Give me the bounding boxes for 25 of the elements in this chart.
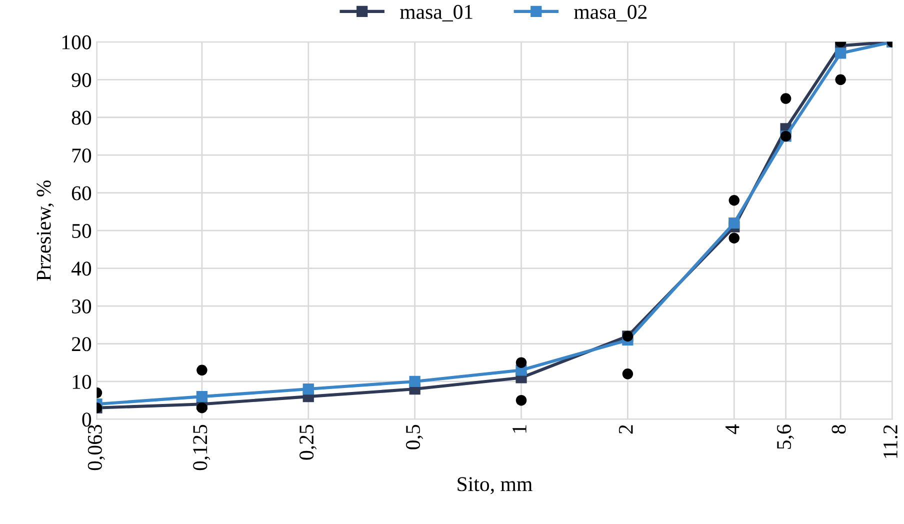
x-tick-label: 0,125: [193, 424, 210, 470]
x-tick-label: 4: [725, 424, 740, 434]
x-tick-label: 1: [512, 425, 526, 433]
y-tick-label: 70: [72, 148, 92, 163]
legend-label: masa_02: [574, 4, 647, 22]
x-axis-title: Sito, mm: [458, 477, 532, 494]
y-tick-label: 80: [72, 110, 92, 125]
x-tick-label: 11.2: [883, 425, 898, 458]
y-tick-label: 90: [72, 73, 92, 88]
x-tick-label: 0,5: [406, 424, 424, 450]
y-tick-label: 60: [72, 186, 92, 200]
y-tick-label: 0: [82, 412, 92, 427]
x-tick-label: 0,25: [300, 424, 317, 460]
x-tick-label: 0,063: [88, 424, 105, 470]
y-tick-label: 50: [72, 224, 92, 238]
y-tick-label: 30: [72, 299, 92, 314]
x-tick-label: 2: [618, 425, 633, 434]
legend-label: masa_01: [400, 4, 472, 22]
y-axis-title: Przesiew, %: [36, 180, 54, 281]
x-tick-label: 8: [832, 424, 846, 434]
y-tick-label: 20: [72, 337, 92, 352]
y-tick-label: 40: [71, 262, 92, 276]
x-tick-label: 5,6: [777, 424, 794, 449]
y-tick-label: 10: [72, 374, 92, 389]
y-tick-label: 100: [62, 35, 92, 50]
